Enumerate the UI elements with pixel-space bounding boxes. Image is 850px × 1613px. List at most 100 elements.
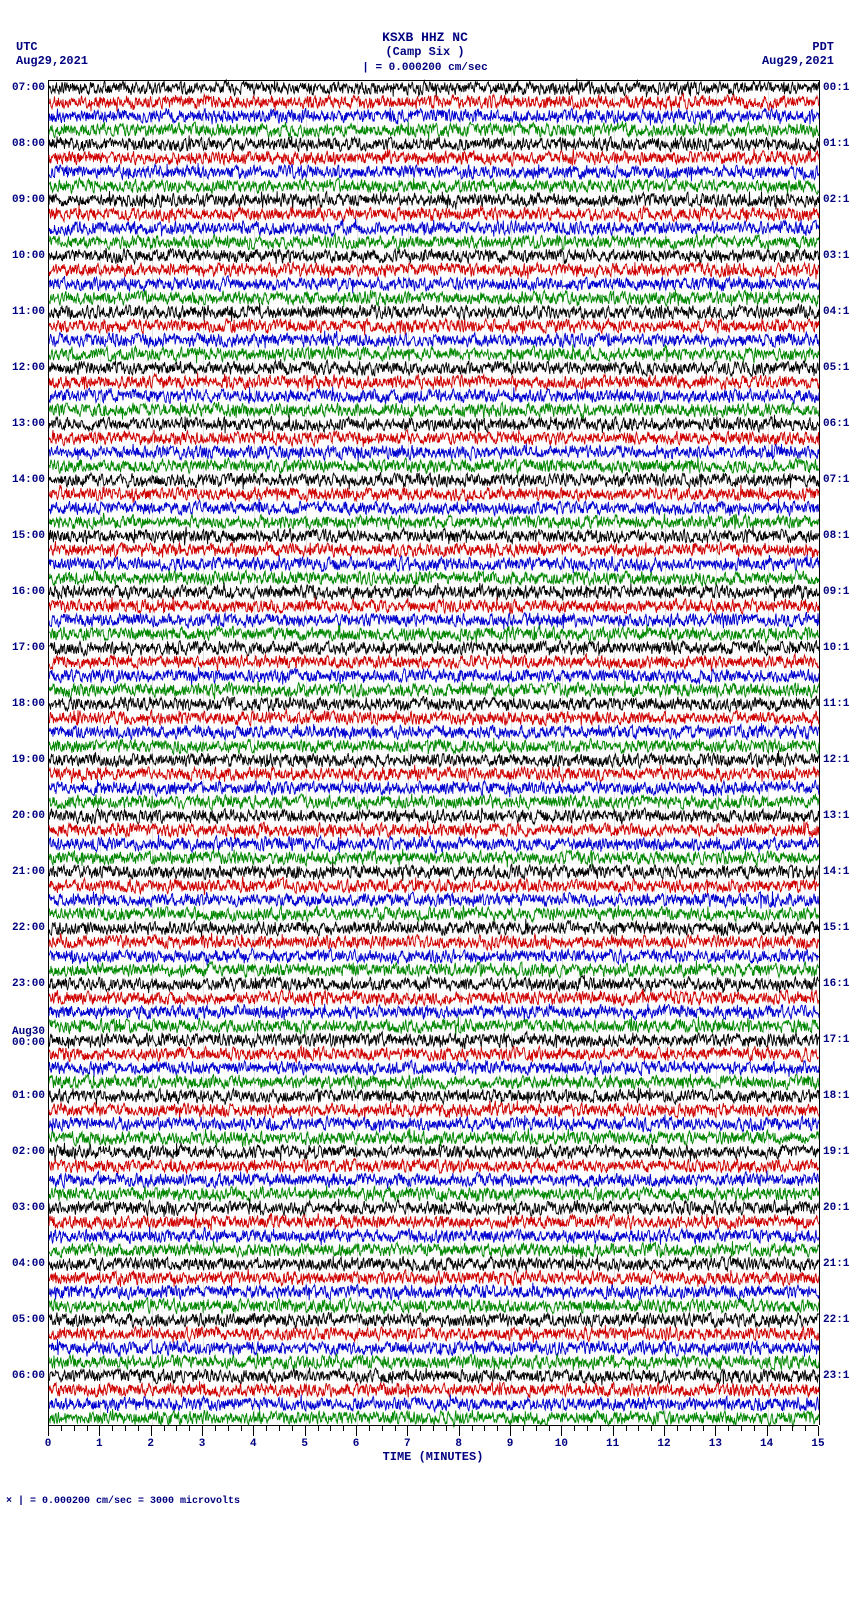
trace-row: [49, 151, 819, 165]
x-tick-major: [305, 1426, 306, 1436]
pdt-time-label: 07:15: [819, 475, 850, 486]
seismic-trace: [49, 557, 819, 571]
seismic-trace: [49, 1145, 819, 1159]
trace-row: [49, 627, 819, 641]
seismic-trace: [49, 627, 819, 641]
trace-row: [49, 893, 819, 907]
x-tick-minor: [61, 1426, 62, 1431]
trace-row: 16:0009:15: [49, 585, 819, 599]
seismic-trace: [49, 963, 819, 977]
trace-row: [49, 1103, 819, 1117]
utc-time-label: 07:00: [12, 83, 49, 94]
x-tick-label: 6: [353, 1438, 360, 1450]
trace-row: 06:0023:15: [49, 1369, 819, 1383]
trace-row: 20:0013:15: [49, 809, 819, 823]
trace-row: [49, 207, 819, 221]
pdt-time-label: 17:15: [819, 1035, 850, 1046]
x-tick-minor: [138, 1426, 139, 1431]
trace-row: 17:0010:15: [49, 641, 819, 655]
x-tick-minor: [536, 1426, 537, 1431]
seismic-trace: [49, 1383, 819, 1397]
seismic-trace: [49, 879, 819, 893]
x-tick-minor: [497, 1426, 498, 1431]
pdt-time-label: 15:15: [819, 923, 850, 934]
trace-row: [49, 613, 819, 627]
x-tick-label: 15: [811, 1438, 824, 1450]
x-tick-minor: [215, 1426, 216, 1431]
utc-time-label: 22:00: [12, 923, 49, 934]
trace-row: [49, 781, 819, 795]
utc-time-label: 10:00: [12, 251, 49, 262]
trace-row: [49, 515, 819, 529]
x-tick-minor: [420, 1426, 421, 1431]
x-tick-minor: [600, 1426, 601, 1431]
trace-row: [49, 501, 819, 515]
seismic-trace: [49, 641, 819, 655]
x-tick-minor: [677, 1426, 678, 1431]
trace-row: [49, 109, 819, 123]
pdt-time-label: 23:15: [819, 1371, 850, 1382]
x-tick-label: 3: [199, 1438, 206, 1450]
seismic-trace: [49, 95, 819, 109]
x-tick-minor: [292, 1426, 293, 1431]
seismic-trace: [49, 795, 819, 809]
trace-row: [49, 375, 819, 389]
utc-time-label: 16:00: [12, 587, 49, 598]
seismic-trace: [49, 935, 819, 949]
trace-row: [49, 1341, 819, 1355]
x-tick-label: 8: [455, 1438, 462, 1450]
location-subtitle: (Camp Six ): [0, 45, 850, 59]
utc-time-label: 19:00: [12, 755, 49, 766]
seismic-trace: [49, 613, 819, 627]
x-tick-minor: [125, 1426, 126, 1431]
seismic-trace: [49, 1019, 819, 1033]
trace-row: [49, 179, 819, 193]
trace-row: [49, 1383, 819, 1397]
x-tick-minor: [754, 1426, 755, 1431]
seismic-trace: [49, 809, 819, 823]
seismic-trace: [49, 473, 819, 487]
utc-time-label: 14:00: [12, 475, 49, 486]
trace-row: [49, 1019, 819, 1033]
seismic-trace: [49, 1299, 819, 1313]
x-tick-minor: [626, 1426, 627, 1431]
x-tick-minor: [549, 1426, 550, 1431]
trace-row: 09:0002:15: [49, 193, 819, 207]
seismic-trace: [49, 683, 819, 697]
utc-time-label: 13:00: [12, 419, 49, 430]
x-tick-major: [818, 1426, 819, 1436]
trace-row: 01:0018:15: [49, 1089, 819, 1103]
x-tick-minor: [805, 1426, 806, 1431]
utc-time-label: 11:00: [12, 307, 49, 318]
seismic-trace: [49, 165, 819, 179]
pdt-time-label: 05:15: [819, 363, 850, 374]
seismic-trace: [49, 571, 819, 585]
seismic-trace: [49, 655, 819, 669]
seismic-trace: [49, 221, 819, 235]
trace-row: [49, 263, 819, 277]
x-tick-minor: [330, 1426, 331, 1431]
seismic-trace: [49, 1033, 819, 1047]
pdt-time-label: 13:15: [819, 811, 850, 822]
seismic-trace: [49, 235, 819, 249]
seismic-trace: [49, 487, 819, 501]
trace-row: [49, 403, 819, 417]
left-date: Aug29,2021: [16, 54, 88, 68]
seismic-trace: [49, 725, 819, 739]
pdt-time-label: 02:15: [819, 195, 850, 206]
trace-row: [49, 963, 819, 977]
x-tick-label: 5: [301, 1438, 308, 1450]
seismic-trace: [49, 893, 819, 907]
trace-row: [49, 1061, 819, 1075]
x-tick-minor: [382, 1426, 383, 1431]
trace-row: [49, 1285, 819, 1299]
trace-row: [49, 1215, 819, 1229]
utc-time-label: 21:00: [12, 867, 49, 878]
trace-row: [49, 389, 819, 403]
seismic-trace: [49, 1411, 819, 1425]
trace-row: [49, 991, 819, 1005]
seismic-trace: [49, 1005, 819, 1019]
utc-time-label: 01:00: [12, 1091, 49, 1102]
trace-row: [49, 599, 819, 613]
x-tick-minor: [703, 1426, 704, 1431]
